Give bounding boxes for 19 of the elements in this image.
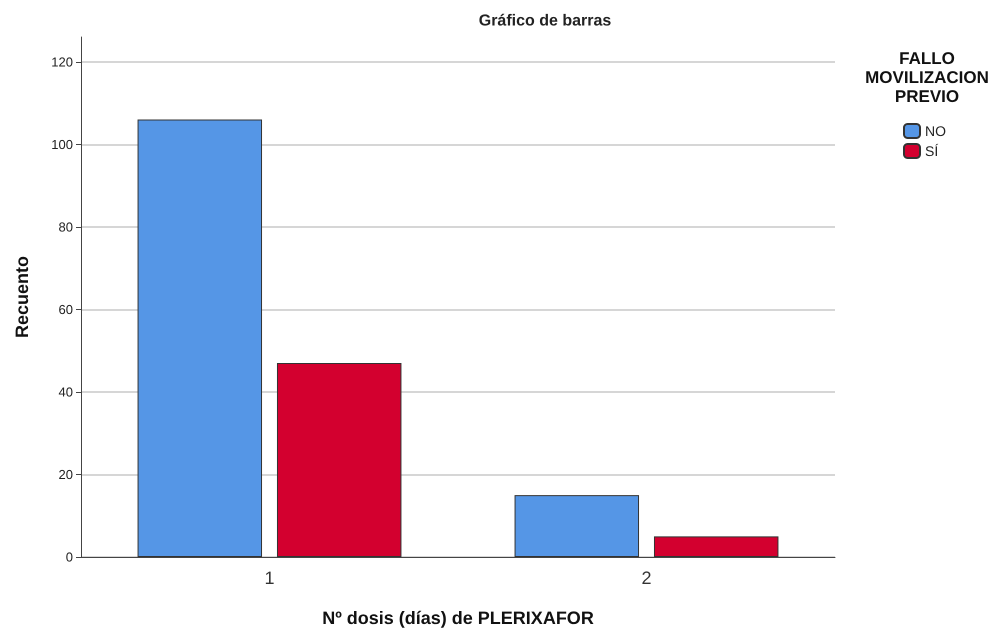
y-tick-label: 120 <box>51 54 73 70</box>
chart-title: Gráfico de barras <box>478 12 612 30</box>
y-tick-label: 20 <box>58 466 73 482</box>
y-tick-label: 0 <box>66 550 73 564</box>
y-tick-label: 80 <box>58 219 73 234</box>
bar <box>276 363 402 557</box>
y-tick-label: 60 <box>58 302 73 317</box>
x-axis-title: Nº dosis (días) de PLERIXAFOR <box>322 608 594 628</box>
x-tick-label: 1 <box>264 568 275 588</box>
y-tick-label: 40 <box>58 384 73 400</box>
legend-label: SÍ <box>925 143 938 159</box>
y-axis-title: Recuento <box>12 256 32 338</box>
x-tick-label: 2 <box>641 568 652 588</box>
bar <box>138 120 262 557</box>
legend-title: FALLO MOVILIZACION PREVIO <box>865 49 989 106</box>
legend-label: NO <box>925 123 946 139</box>
bar <box>654 536 778 557</box>
bar <box>514 495 640 557</box>
y-tick-label: 100 <box>51 136 73 152</box>
